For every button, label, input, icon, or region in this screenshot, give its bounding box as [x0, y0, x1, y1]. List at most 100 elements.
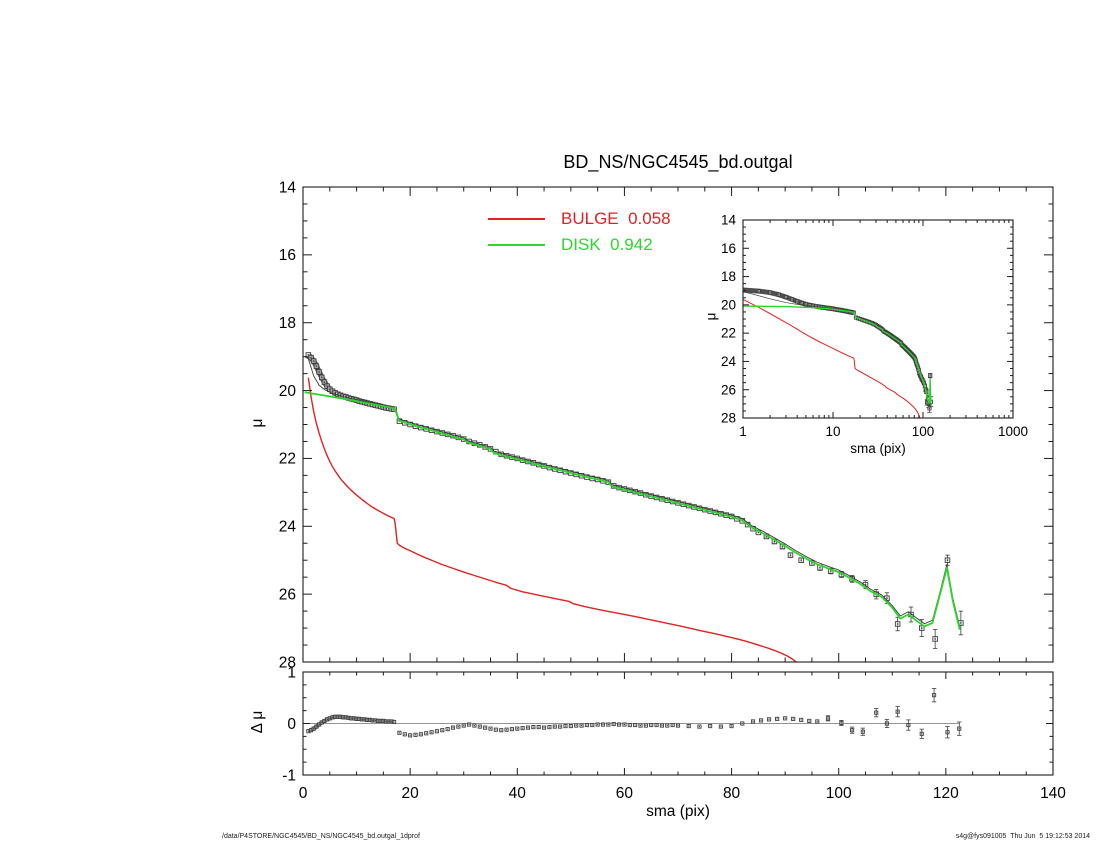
data-point-dot	[784, 717, 786, 719]
data-point-dot	[758, 290, 760, 292]
data-point-dot	[816, 720, 818, 722]
footer-user-timestamp: s4g@fys091005 Thu Jun 5 19:12:53 2014	[955, 833, 1090, 840]
data-point-dot	[773, 540, 776, 543]
data-point-dot	[543, 727, 545, 729]
legend-row-bulge: BULGE 0.058	[488, 206, 671, 232]
data-point-dot	[618, 723, 620, 726]
data-point-dot	[896, 623, 899, 625]
data-point-dot	[698, 726, 700, 728]
data-point-dot	[532, 726, 534, 728]
tick-label: 60	[616, 785, 634, 802]
data-point-dot	[809, 304, 811, 306]
data-point-dot	[677, 725, 679, 727]
data-point-dot	[393, 721, 395, 723]
tick-label: 20	[721, 297, 736, 312]
tick-label: -1	[282, 767, 296, 784]
data-point-dot	[358, 718, 360, 720]
data-point-dot	[382, 720, 384, 722]
data-point-dot	[414, 734, 417, 736]
data-point-dot	[548, 726, 550, 728]
data-point-dot	[342, 716, 344, 718]
data-point-dot	[321, 376, 323, 379]
data-point-dot	[811, 562, 813, 564]
tick-label: 120	[933, 785, 959, 802]
data-point-dot	[801, 302, 803, 304]
inset-x-axis-label: sma (pix)	[850, 441, 906, 456]
data-point-dot	[815, 305, 817, 307]
data-point-dot	[928, 407, 931, 409]
tick-label: 16	[721, 241, 736, 256]
data-point-dot	[629, 724, 631, 726]
data-point-dot	[527, 727, 529, 729]
disk-model-line	[304, 391, 961, 630]
data-point-dot	[650, 724, 652, 726]
data-point-dot	[441, 729, 443, 731]
data-point-dot	[757, 531, 760, 534]
data-point-dot	[564, 725, 567, 727]
data-point-dot	[361, 718, 363, 720]
data-point-dot	[473, 725, 475, 727]
data-point-dot	[897, 711, 899, 713]
inset-tick-labels: 1 10 100 1000 14 16 18 20 22 24 26 28	[721, 213, 1028, 439]
x-axis-label: sma (pix)	[646, 803, 710, 820]
data-point-dot	[886, 722, 888, 725]
data-point-dot	[366, 719, 368, 721]
data-point-dot	[337, 716, 339, 718]
data-point-dot	[452, 727, 454, 729]
tick-label: 14	[721, 213, 737, 228]
tick-label: 22	[721, 326, 736, 341]
data-point-dot	[307, 730, 309, 732]
tick-label: 100	[912, 424, 935, 439]
data-point-dot	[321, 721, 323, 724]
tick-label: 0	[299, 785, 308, 802]
tick-label: 10	[825, 424, 840, 439]
data-point-dot	[420, 733, 422, 735]
data-point-dot	[374, 719, 376, 721]
data-point-dot	[602, 723, 604, 726]
data-point-dot	[639, 725, 642, 727]
data-point-dot	[741, 722, 743, 725]
data-point-dot	[575, 725, 577, 727]
main-series-layer	[304, 352, 964, 663]
data-point-dot	[645, 725, 647, 727]
data-point-dot	[315, 365, 318, 367]
data-point-dot	[581, 725, 583, 727]
data-point-dot	[369, 719, 371, 721]
legend-row-disk: DISK 0.942	[488, 232, 671, 258]
data-point-dot	[390, 720, 392, 722]
data-point-dot	[709, 725, 711, 727]
data-point-dot	[331, 716, 334, 718]
tick-label: 0	[287, 716, 296, 733]
data-point-dot	[388, 720, 390, 722]
data-point-dot	[380, 720, 382, 722]
data-point-dot	[310, 729, 312, 731]
data-point-dot	[666, 725, 668, 727]
tick-label: 1	[287, 664, 296, 681]
data-point-dot	[731, 725, 733, 727]
data-point-dot	[886, 597, 888, 599]
inset-y-axis-label: μ	[703, 312, 719, 321]
bulge-model-line	[307, 377, 799, 663]
tick-label: 16	[279, 247, 296, 264]
data-point-dot	[661, 725, 663, 727]
tick-label: 40	[509, 785, 527, 802]
data-point-dot	[345, 716, 347, 718]
data-point-dot	[805, 303, 807, 305]
data-point-dot	[425, 732, 427, 734]
data-point-dot	[586, 724, 588, 726]
data-point-dot	[928, 403, 930, 405]
tick-label: 28	[721, 411, 736, 426]
residual-series-layer	[303, 688, 962, 739]
data-point-dot	[819, 566, 821, 569]
data-point-dot	[907, 724, 909, 726]
data-point-dot	[597, 723, 599, 726]
data-point-dot	[796, 300, 798, 302]
tick-label: 1000	[998, 424, 1028, 439]
data-point-dot	[791, 298, 793, 300]
bulge-model-line	[742, 299, 921, 419]
data-point-dot	[326, 718, 328, 720]
main-y-axis-label: μ	[249, 418, 266, 428]
data-point-dot	[720, 726, 722, 728]
